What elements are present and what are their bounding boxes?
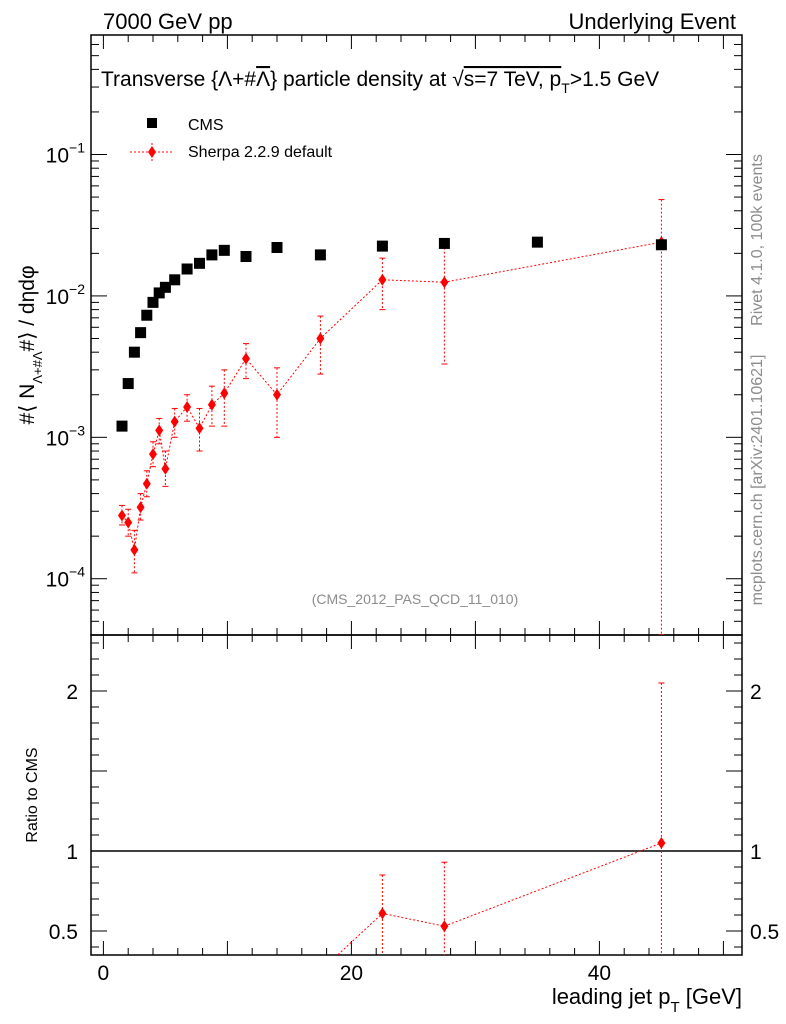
sherpa-point: [130, 543, 139, 556]
y-tick-labels: 10−4 10−3 10−2 10−1: [46, 140, 86, 592]
axis-ticks: [91, 35, 742, 955]
main-data-layer: [116, 199, 667, 635]
ratio-tick-label-left: 0.5: [49, 921, 78, 944]
cms-point: [135, 327, 147, 339]
ratio-tick-label-right: 0.5: [750, 921, 779, 944]
rivet-version-label: Rivet 4.1.0, 100k events: [749, 154, 766, 326]
ratio-tick-label-right: 1: [750, 841, 762, 864]
cms-point: [128, 346, 140, 358]
cms-point: [271, 241, 283, 253]
legend-cms-label: CMS: [188, 117, 224, 134]
x-tick-label: 40: [588, 962, 611, 985]
cms-point: [531, 236, 543, 248]
y-tick-label: 10−3: [46, 422, 86, 450]
ratio-point: [440, 920, 449, 933]
ratio-point: [378, 907, 387, 920]
x-tick-labels: 0 20 40: [98, 962, 612, 985]
sherpa-line: [121, 241, 662, 550]
sherpa-point: [149, 448, 157, 461]
chart-title: Transverse {Λ+#Λ} particle density at √s…: [101, 68, 659, 96]
sherpa-point: [316, 332, 325, 345]
sherpa-point: [124, 516, 133, 529]
cms-point: [376, 240, 388, 252]
sherpa-point: [242, 352, 250, 365]
y-tick-label: 10−2: [46, 281, 86, 309]
sherpa-point: [142, 477, 151, 490]
cms-point: [206, 249, 218, 261]
ratio-line: [336, 842, 662, 955]
cms-point: [122, 378, 134, 390]
legend-cms-marker: [147, 118, 157, 128]
cms-point: [169, 274, 181, 286]
legend-sherpa-marker: [148, 146, 156, 158]
ratio-tick-labels: 0.5 0.5 1 1 2 2: [49, 681, 779, 944]
sherpa-point: [155, 424, 164, 437]
cms-point: [240, 250, 252, 262]
cms-point: [116, 420, 128, 432]
sherpa-point: [440, 276, 449, 289]
cms-point: [147, 296, 159, 308]
ratio-tick-label-left: 1: [66, 841, 78, 864]
ratio-data-layer: [91, 682, 742, 955]
legend: CMS Sherpa 2.2.9 default: [130, 117, 333, 161]
y-axis-label: #⟨ NΛ+#Λ#⟩ / dηdφ: [16, 265, 45, 424]
ratio-point: [657, 837, 666, 849]
sherpa-point: [183, 400, 192, 413]
cms-point: [181, 263, 193, 275]
sherpa-point: [161, 462, 170, 475]
sherpa-point: [220, 387, 229, 400]
sherpa-point: [195, 422, 204, 435]
cms-point: [438, 237, 450, 249]
sherpa-point: [170, 415, 179, 428]
x-tick-label: 20: [340, 962, 363, 985]
sherpa-point: [207, 398, 216, 411]
sherpa-point: [378, 273, 387, 286]
analysis-watermark: (CMS_2012_PAS_QCD_11_010): [312, 591, 519, 607]
mcplots-site-label: mcplots.cern.ch [arXiv:2401.10621]: [749, 355, 766, 606]
y-tick-label: 10−1: [46, 140, 86, 168]
ratio-plot-frame: [90, 634, 743, 956]
cms-point: [655, 239, 667, 251]
sherpa-point: [136, 501, 145, 514]
cms-point: [194, 257, 205, 269]
x-axis-label: leading jet pT [GeV]: [552, 984, 742, 1016]
sherpa-point: [118, 509, 126, 522]
ratio-y-axis-label: Ratio to CMS: [24, 747, 41, 842]
x-tick-label: 0: [98, 962, 110, 985]
cms-point: [153, 287, 165, 299]
cms-point: [141, 309, 153, 321]
cms-point: [314, 249, 326, 261]
cms-point: [159, 281, 171, 293]
ratio-tick-label-left: 2: [66, 681, 78, 704]
header-left: 7000 GeV pp: [103, 9, 233, 34]
cms-point: [218, 244, 230, 256]
header-right: Underlying Event: [568, 9, 736, 34]
y-tick-label: 10−4: [46, 564, 86, 592]
legend-sherpa-label: Sherpa 2.2.9 default: [188, 144, 333, 161]
ratio-tick-label-right: 2: [750, 681, 762, 704]
sherpa-point: [273, 388, 281, 401]
